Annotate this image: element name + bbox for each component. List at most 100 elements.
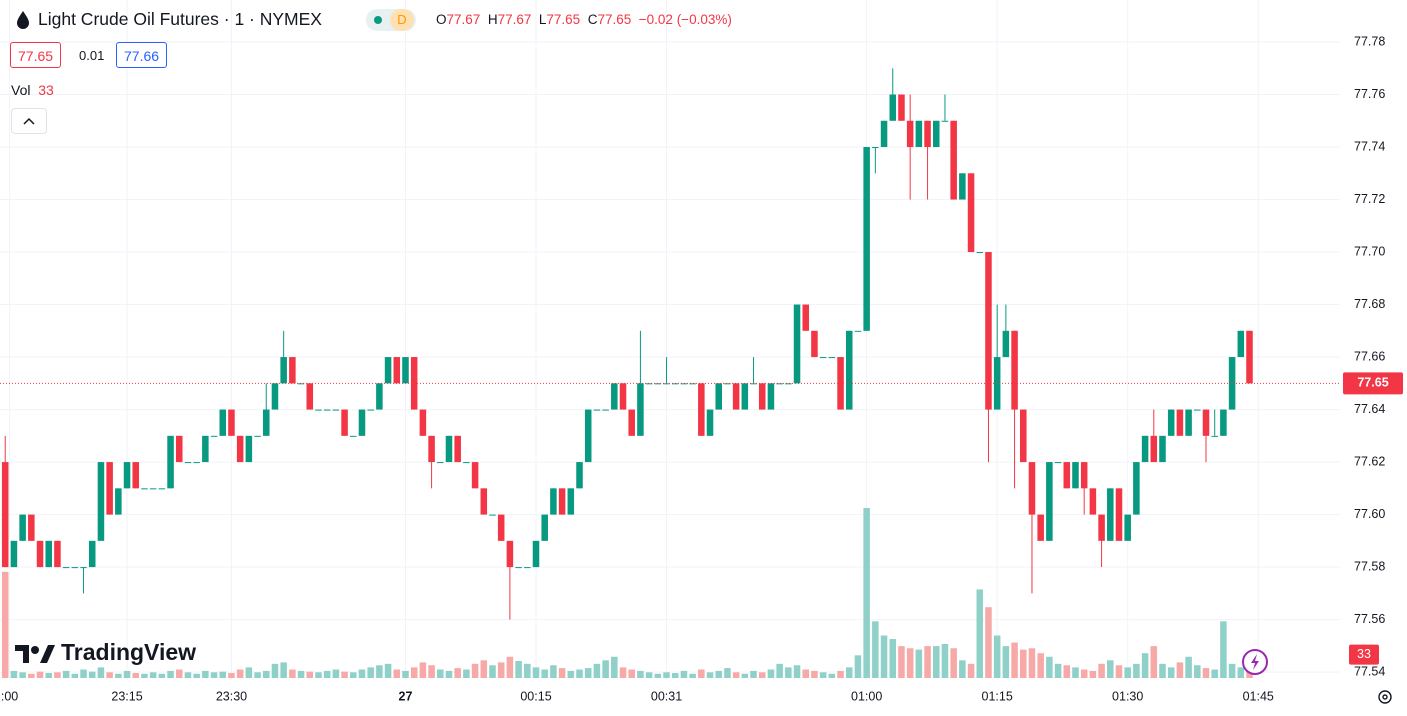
candle-body bbox=[402, 357, 409, 384]
candle-body bbox=[28, 514, 35, 541]
volume-bar bbox=[793, 665, 801, 678]
volume-bar bbox=[671, 673, 679, 678]
candle-body bbox=[1020, 409, 1027, 463]
y-tick-label: 77.54 bbox=[1354, 664, 1385, 678]
candle-body bbox=[1185, 409, 1192, 436]
candle-body bbox=[1089, 488, 1097, 515]
candle-body bbox=[45, 540, 52, 568]
volume-bar bbox=[376, 665, 383, 678]
candle-body bbox=[898, 94, 905, 121]
candle-body bbox=[593, 409, 601, 411]
volume-bar bbox=[350, 672, 357, 678]
volume-bar bbox=[1028, 648, 1036, 678]
candle-body bbox=[289, 357, 296, 384]
collapse-button[interactable] bbox=[11, 108, 47, 134]
y-tick-label: 77.66 bbox=[1354, 349, 1385, 363]
last-price-label: 77.65 bbox=[1357, 376, 1388, 390]
candle-body bbox=[845, 330, 853, 410]
volume-bar bbox=[880, 635, 888, 678]
ohlc-label: O bbox=[436, 12, 447, 27]
candle-body bbox=[350, 435, 357, 437]
candle-body bbox=[1011, 330, 1018, 410]
candle-body bbox=[480, 488, 488, 515]
volume-bar bbox=[193, 673, 200, 678]
volume-bar bbox=[1133, 663, 1140, 678]
candle-body bbox=[741, 383, 749, 410]
candle-body bbox=[262, 409, 270, 436]
y-tick-label: 77.78 bbox=[1354, 34, 1385, 48]
volume-bar bbox=[898, 646, 905, 678]
candle-body bbox=[1124, 514, 1131, 541]
spread: 0.01 bbox=[79, 48, 105, 63]
chevron bbox=[23, 117, 35, 125]
sell-price[interactable]: 77.65 bbox=[10, 42, 62, 68]
volume-bar bbox=[985, 607, 992, 678]
volume-bar bbox=[384, 663, 392, 678]
settings-icon[interactable] bbox=[1378, 690, 1392, 704]
volume-bar bbox=[1072, 667, 1079, 678]
candle-body bbox=[567, 488, 575, 515]
x-tick-label: 00:15 bbox=[520, 689, 551, 703]
volume-bar bbox=[602, 660, 609, 678]
volume-bar bbox=[1141, 653, 1149, 678]
ohlc: O77.67 H77.67 L77.65 C77.65 −0.02 (−0.03… bbox=[436, 12, 732, 27]
volume-bar bbox=[1176, 662, 1184, 678]
candle-body bbox=[1211, 435, 1218, 437]
candle-body bbox=[924, 120, 931, 148]
ohlc-label: H bbox=[487, 12, 498, 27]
candle-body bbox=[332, 409, 340, 411]
volume-bar bbox=[289, 669, 296, 678]
volume-bar bbox=[471, 663, 479, 678]
volume-bar bbox=[593, 663, 601, 678]
buy-price[interactable]: 77.66 bbox=[116, 42, 168, 68]
candle-body bbox=[550, 488, 557, 515]
candle-body bbox=[1098, 514, 1105, 541]
candle-body bbox=[1150, 435, 1158, 463]
volume-bar bbox=[872, 621, 879, 678]
candle-body bbox=[358, 409, 366, 436]
candle-body bbox=[463, 462, 470, 464]
candle-body bbox=[558, 488, 566, 515]
volume-bar bbox=[341, 671, 348, 678]
volume-bar bbox=[628, 669, 635, 678]
volume-bar bbox=[306, 671, 314, 678]
volume-bar bbox=[315, 672, 322, 678]
ohlc-label: C bbox=[587, 12, 598, 27]
ohlc-label: L bbox=[538, 12, 547, 27]
candle-body bbox=[80, 567, 87, 569]
volume-bar bbox=[419, 662, 427, 678]
volume-bar bbox=[584, 668, 592, 678]
candle-body bbox=[384, 357, 392, 384]
y-tick-label: 77.68 bbox=[1354, 297, 1385, 311]
candle-body bbox=[811, 330, 818, 358]
volume-bar bbox=[106, 672, 113, 678]
candle-body bbox=[506, 540, 514, 568]
candle-body bbox=[1028, 462, 1036, 515]
lightning-icon[interactable] bbox=[1242, 649, 1268, 675]
volume-bar bbox=[1080, 669, 1088, 678]
candle-body bbox=[271, 383, 279, 410]
volume-bar bbox=[210, 672, 218, 678]
volume-bar bbox=[62, 670, 70, 678]
candle-body bbox=[976, 252, 984, 254]
volume-bar bbox=[454, 668, 461, 678]
candle-body bbox=[315, 409, 322, 411]
volume-bar bbox=[1037, 653, 1044, 678]
volume-bar bbox=[437, 669, 444, 678]
volume-bar bbox=[819, 672, 827, 678]
candle-body bbox=[97, 462, 105, 541]
candle-body bbox=[62, 567, 70, 569]
volume-bar bbox=[297, 670, 305, 678]
candle-body bbox=[576, 462, 583, 489]
candle-body bbox=[967, 173, 975, 253]
volume-bar bbox=[950, 648, 957, 678]
volume-bar bbox=[480, 660, 488, 678]
candle-body bbox=[637, 383, 644, 436]
candle-body bbox=[611, 383, 618, 410]
volume-bar bbox=[524, 663, 531, 678]
candle-body bbox=[219, 409, 227, 436]
candle-body bbox=[619, 383, 627, 410]
volume-bar bbox=[863, 508, 870, 678]
candle-body bbox=[1246, 330, 1253, 384]
candle-body bbox=[532, 540, 540, 568]
